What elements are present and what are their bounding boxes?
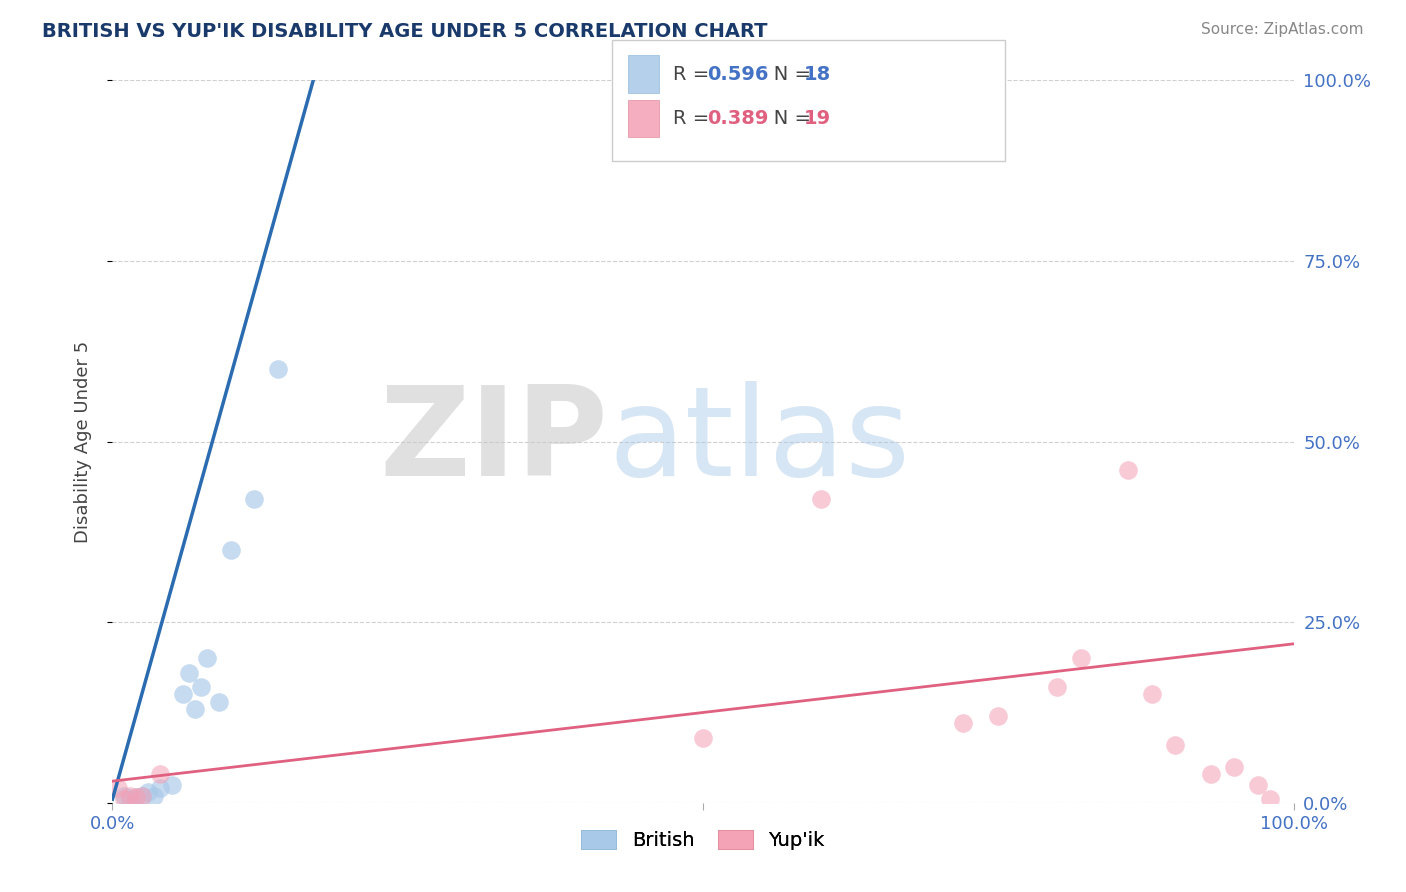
Point <box>195 651 218 665</box>
Text: BRITISH VS YUP'IK DISABILITY AGE UNDER 5 CORRELATION CHART: BRITISH VS YUP'IK DISABILITY AGE UNDER 5… <box>42 22 768 41</box>
Point <box>810 492 832 507</box>
Point <box>120 792 142 806</box>
Point <box>1046 680 1069 694</box>
Point <box>120 789 142 803</box>
Text: 0.596: 0.596 <box>707 64 769 84</box>
Point <box>1070 651 1092 665</box>
Point <box>1223 760 1246 774</box>
Point <box>149 767 172 781</box>
Point <box>112 792 135 806</box>
Text: R =: R = <box>673 109 716 128</box>
Text: 18: 18 <box>804 64 831 84</box>
Point <box>219 542 242 557</box>
Text: 19: 19 <box>804 109 831 128</box>
Point <box>267 362 290 376</box>
Text: N =: N = <box>755 64 817 84</box>
Y-axis label: Disability Age Under 5: Disability Age Under 5 <box>73 341 91 542</box>
Point <box>179 665 201 680</box>
Point <box>131 789 153 803</box>
Point <box>136 785 159 799</box>
Point <box>952 716 974 731</box>
Point <box>692 731 714 745</box>
Point <box>142 789 165 803</box>
Point <box>1247 778 1270 792</box>
Point <box>1140 687 1163 701</box>
Point <box>131 789 153 803</box>
Point <box>190 680 212 694</box>
Point <box>149 781 172 796</box>
Point <box>172 687 194 701</box>
Point <box>107 781 129 796</box>
Point <box>1116 463 1139 477</box>
Point <box>1258 792 1281 806</box>
Point <box>160 778 183 792</box>
Text: N =: N = <box>755 109 817 128</box>
Point <box>1164 738 1187 752</box>
Point <box>208 695 231 709</box>
Text: ZIP: ZIP <box>380 381 609 502</box>
Point <box>112 789 135 803</box>
Point <box>184 702 207 716</box>
Point <box>125 790 148 805</box>
Legend: British, Yup'ik: British, Yup'ik <box>574 822 832 858</box>
Text: 0.389: 0.389 <box>707 109 769 128</box>
Text: R =: R = <box>673 64 716 84</box>
Point <box>125 790 148 805</box>
Text: atlas: atlas <box>609 381 911 502</box>
Point <box>987 709 1010 723</box>
Point <box>302 59 325 73</box>
Point <box>1199 767 1222 781</box>
Text: Source: ZipAtlas.com: Source: ZipAtlas.com <box>1201 22 1364 37</box>
Point <box>243 492 266 507</box>
